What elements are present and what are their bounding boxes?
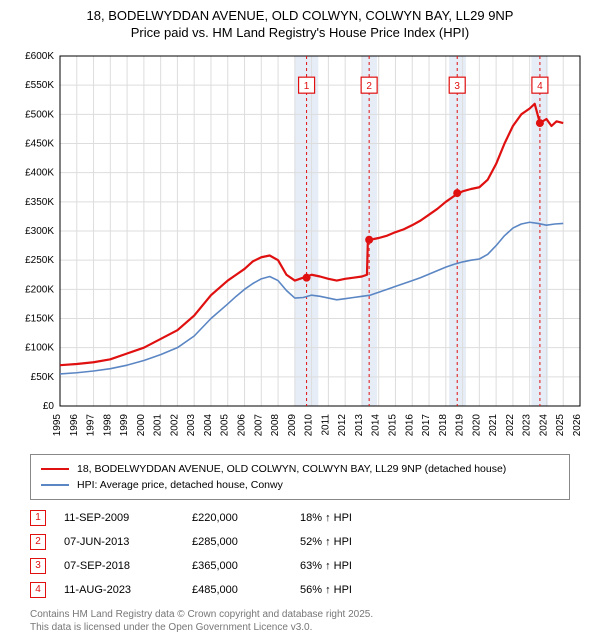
event-comparison: 56% ↑ HPI bbox=[300, 584, 420, 596]
event-date: 07-JUN-2013 bbox=[64, 536, 174, 548]
legend-item: HPI: Average price, detached house, Conw… bbox=[41, 477, 559, 493]
svg-text:£0: £0 bbox=[43, 401, 55, 412]
event-row: 1 11-SEP-2009 £220,000 18% ↑ HPI bbox=[30, 506, 570, 530]
svg-text:£50K: £50K bbox=[31, 372, 55, 383]
svg-text:2023: 2023 bbox=[522, 413, 533, 436]
svg-text:£300K: £300K bbox=[25, 226, 54, 237]
svg-text:2015: 2015 bbox=[387, 413, 398, 436]
event-price: £220,000 bbox=[192, 512, 282, 524]
event-marker: 3 bbox=[30, 558, 46, 574]
svg-text:4: 4 bbox=[537, 81, 543, 92]
svg-text:2011: 2011 bbox=[320, 413, 331, 435]
event-row: 3 07-SEP-2018 £365,000 63% ↑ HPI bbox=[30, 554, 570, 578]
legend-label: HPI: Average price, detached house, Conw… bbox=[77, 479, 283, 491]
event-marker: 2 bbox=[30, 534, 46, 550]
event-row: 2 07-JUN-2013 £285,000 52% ↑ HPI bbox=[30, 530, 570, 554]
svg-text:1999: 1999 bbox=[119, 413, 130, 436]
svg-text:£100K: £100K bbox=[25, 342, 54, 353]
svg-text:1997: 1997 bbox=[86, 413, 97, 436]
line-chart-svg: £0 £50K £100K £150K £200K £250K £300K £350K £400… bbox=[10, 46, 590, 446]
svg-text:2016: 2016 bbox=[404, 413, 415, 436]
event-price: £365,000 bbox=[192, 560, 282, 572]
event-comparison: 18% ↑ HPI bbox=[300, 512, 420, 524]
svg-text:2025: 2025 bbox=[555, 413, 566, 436]
svg-text:1995: 1995 bbox=[52, 413, 63, 436]
chart-title-block: 18, BODELWYDDAN AVENUE, OLD COLWYN, COLW… bbox=[0, 0, 600, 46]
svg-text:£450K: £450K bbox=[25, 138, 54, 149]
title-line-1: 18, BODELWYDDAN AVENUE, OLD COLWYN, COLW… bbox=[10, 8, 590, 25]
legend-label: 18, BODELWYDDAN AVENUE, OLD COLWYN, COLW… bbox=[77, 463, 506, 475]
footnote-line-1: Contains HM Land Registry data © Crown c… bbox=[30, 608, 570, 621]
event-comparison: 52% ↑ HPI bbox=[300, 536, 420, 548]
event-marker: 1 bbox=[30, 510, 46, 526]
event-date: 11-AUG-2023 bbox=[64, 584, 174, 596]
legend-swatch bbox=[41, 484, 69, 487]
svg-text:1: 1 bbox=[304, 81, 310, 92]
event-date: 11-SEP-2009 bbox=[64, 512, 174, 524]
svg-text:£350K: £350K bbox=[25, 197, 54, 208]
events-table: 1 11-SEP-2009 £220,000 18% ↑ HPI 2 07-JUN-201… bbox=[30, 506, 570, 602]
svg-text:2002: 2002 bbox=[169, 413, 180, 436]
svg-text:£200K: £200K bbox=[25, 284, 54, 295]
event-comparison: 63% ↑ HPI bbox=[300, 560, 420, 572]
svg-text:2004: 2004 bbox=[203, 413, 214, 436]
svg-text:2013: 2013 bbox=[354, 413, 365, 436]
svg-text:2010: 2010 bbox=[304, 413, 315, 436]
svg-text:2017: 2017 bbox=[421, 413, 432, 436]
event-price: £485,000 bbox=[192, 584, 282, 596]
svg-text:2021: 2021 bbox=[488, 413, 499, 436]
svg-text:2001: 2001 bbox=[153, 413, 164, 436]
svg-text:2014: 2014 bbox=[371, 413, 382, 436]
svg-text:1996: 1996 bbox=[69, 413, 80, 436]
svg-text:2000: 2000 bbox=[136, 413, 147, 436]
svg-text:3: 3 bbox=[454, 81, 460, 92]
svg-text:2019: 2019 bbox=[455, 413, 466, 436]
svg-text:£600K: £600K bbox=[25, 51, 54, 62]
title-line-2: Price paid vs. HM Land Registry's House … bbox=[10, 25, 590, 42]
chart-area: £0 £50K £100K £150K £200K £250K £300K £350K £400… bbox=[10, 46, 590, 446]
svg-text:2024: 2024 bbox=[538, 413, 549, 436]
svg-text:£150K: £150K bbox=[25, 313, 54, 324]
svg-text:2: 2 bbox=[366, 81, 372, 92]
footnote: Contains HM Land Registry data © Crown c… bbox=[30, 608, 570, 634]
svg-text:2003: 2003 bbox=[186, 413, 197, 436]
svg-text:2008: 2008 bbox=[270, 413, 281, 436]
legend: 18, BODELWYDDAN AVENUE, OLD COLWYN, COLW… bbox=[30, 454, 570, 500]
svg-text:2026: 2026 bbox=[572, 413, 583, 436]
svg-text:2018: 2018 bbox=[438, 413, 449, 436]
svg-text:2022: 2022 bbox=[505, 413, 516, 436]
legend-swatch bbox=[41, 468, 69, 471]
svg-text:£250K: £250K bbox=[25, 255, 54, 266]
svg-text:£550K: £550K bbox=[25, 80, 54, 91]
svg-text:£400K: £400K bbox=[25, 167, 54, 178]
svg-text:1998: 1998 bbox=[102, 413, 113, 436]
svg-text:2006: 2006 bbox=[237, 413, 248, 436]
svg-text:2007: 2007 bbox=[253, 413, 264, 436]
event-row: 4 11-AUG-2023 £485,000 56% ↑ HPI bbox=[30, 578, 570, 602]
event-date: 07-SEP-2018 bbox=[64, 560, 174, 572]
svg-text:£500K: £500K bbox=[25, 109, 54, 120]
footnote-line-2: This data is licensed under the Open Gov… bbox=[30, 621, 570, 634]
svg-text:2012: 2012 bbox=[337, 413, 348, 436]
event-marker: 4 bbox=[30, 582, 46, 598]
event-price: £285,000 bbox=[192, 536, 282, 548]
svg-text:2020: 2020 bbox=[471, 413, 482, 436]
svg-text:2009: 2009 bbox=[287, 413, 298, 436]
legend-item: 18, BODELWYDDAN AVENUE, OLD COLWYN, COLW… bbox=[41, 461, 559, 477]
svg-text:2005: 2005 bbox=[220, 413, 231, 436]
